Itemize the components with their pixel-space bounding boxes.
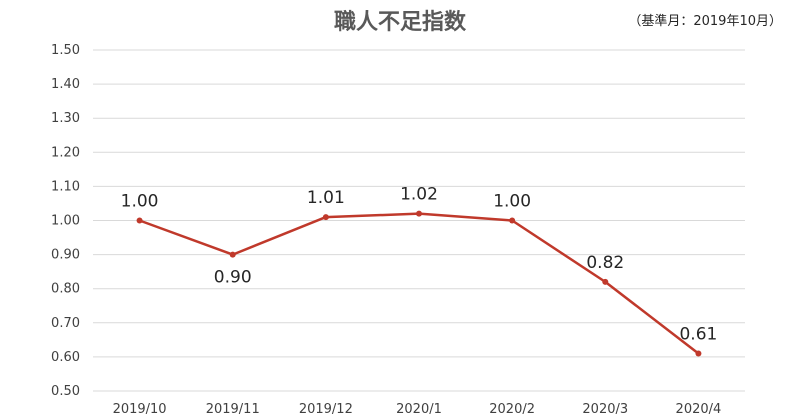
data-point	[695, 350, 702, 357]
x-tick-label: 2020/4	[676, 402, 722, 417]
data-point	[136, 217, 143, 224]
y-tick-label: 1.00	[51, 214, 80, 229]
data-label: 1.02	[400, 185, 438, 205]
data-point	[416, 210, 422, 217]
data-point	[229, 251, 236, 258]
y-tick-label: 0.80	[51, 282, 80, 297]
series	[136, 210, 702, 357]
y-tick-label: 1.30	[51, 111, 80, 126]
x-tick-label: 2019/12	[299, 402, 353, 417]
data-label: 0.82	[586, 253, 624, 273]
data-labels: 1.00 0.90 1.01 1.02 1.00 0.82 0.61	[121, 185, 718, 345]
y-tick-label: 0.60	[51, 350, 80, 365]
data-label: 0.61	[679, 324, 717, 344]
data-point	[509, 217, 516, 224]
y-tick-label: 1.10	[51, 179, 80, 194]
x-tick-label: 2019/11	[206, 402, 260, 417]
data-label: 1.00	[121, 192, 159, 212]
data-point	[322, 214, 329, 221]
y-tick-label: 1.40	[51, 77, 80, 92]
x-tick-label: 2020/3	[582, 402, 628, 417]
data-label: 1.01	[307, 188, 345, 208]
data-label: 1.00	[493, 192, 531, 212]
x-tick-label: 2019/10	[113, 402, 167, 417]
y-tick-label: 0.70	[51, 316, 80, 331]
x-tick-label: 2020/2	[489, 402, 535, 417]
y-tick-label: 0.90	[51, 248, 80, 263]
y-tick-label: 1.20	[51, 145, 80, 160]
y-axis: 0.50 0.60 0.70 0.80 0.90 1.00 1.10 1.20 1.30 1.40…	[51, 43, 80, 399]
chart-title: 職人不足指数	[333, 10, 466, 35]
data-point	[602, 278, 609, 285]
chart-subtitle: （基準月：2019年10月）	[628, 14, 782, 29]
gridlines	[93, 49, 745, 392]
y-tick-label: 0.50	[51, 384, 80, 399]
x-tick-label: 2020/1	[396, 402, 442, 417]
y-tick-label: 1.50	[51, 43, 80, 58]
data-label: 0.90	[214, 268, 252, 288]
x-axis: 2019/10 2019/11 2019/12 2020/1 2020/2 2020/3 2…	[113, 402, 722, 417]
